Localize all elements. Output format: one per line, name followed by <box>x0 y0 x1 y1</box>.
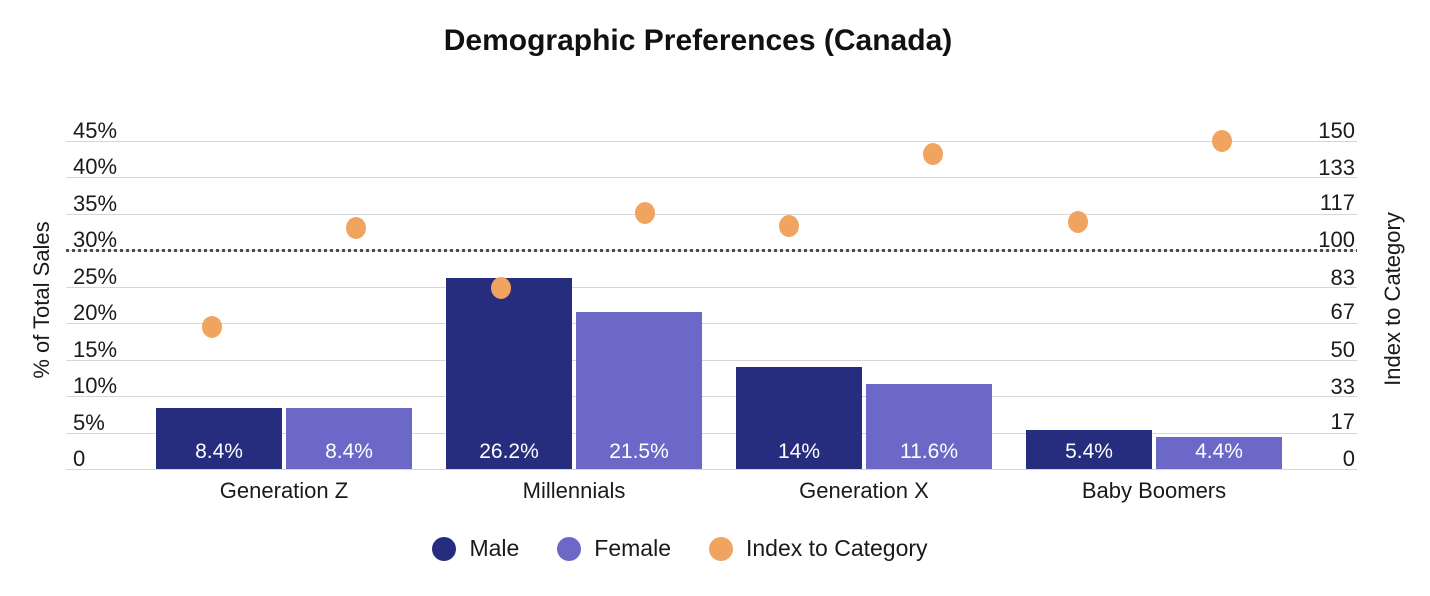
left-axis-tick-label: 35% <box>73 191 118 216</box>
left-axis-tick-label: 25% <box>73 264 118 289</box>
right-axis-tick-label: 133 <box>1318 155 1355 180</box>
legend-label: Index to Category <box>746 535 928 561</box>
right-axis-tick-label: 100 <box>1318 227 1355 252</box>
left-axis-tick-label: 0 <box>73 446 86 471</box>
category-label: Baby Boomers <box>1081 478 1227 503</box>
left-axis-tick-label: 20% <box>73 300 118 325</box>
legend-swatch-icon <box>432 536 457 561</box>
legend-swatch-icon <box>557 536 582 561</box>
left-axis-tick-label: 10% <box>73 373 118 398</box>
index-to-category-dot[interactable] <box>779 215 799 237</box>
bar-value-label: 26.2% <box>479 440 539 463</box>
gridline <box>66 469 1357 470</box>
right-axis-tick-label: 50 <box>1330 337 1355 362</box>
male-bar[interactable]: 8.4% <box>156 408 282 469</box>
male-bar[interactable]: 26.2% <box>446 278 572 469</box>
left-axis-tick-label: 30% <box>73 227 118 252</box>
legend-swatch-icon <box>709 536 733 561</box>
right-axis-tick-label: 117 <box>1319 190 1355 215</box>
male-bar[interactable]: 5.4% <box>1026 430 1152 469</box>
index-to-category-dot[interactable] <box>1212 130 1232 152</box>
index-to-category-dot[interactable] <box>1068 211 1088 233</box>
legend-label: Male <box>469 535 520 561</box>
legend-item[interactable]: Male <box>432 535 519 562</box>
female-bar[interactable]: 21.5% <box>576 312 702 469</box>
gridline <box>66 214 1357 215</box>
left-axis-tick-label: 40% <box>73 154 118 179</box>
female-bar[interactable]: 11.6% <box>866 384 992 469</box>
gridline <box>66 141 1357 142</box>
bar-value-label: 5.4% <box>1065 440 1113 463</box>
left-axis-tick-label: 5% <box>73 410 105 435</box>
category-label: Generation X <box>799 478 929 503</box>
right-axis-tick-label: 150 <box>1318 118 1355 143</box>
chart-title: Demographic Preferences (Canada) <box>443 24 953 57</box>
bar-value-label: 21.5% <box>609 440 669 463</box>
legend-item[interactable]: Female <box>557 535 671 562</box>
index-to-category-dot[interactable] <box>346 217 366 239</box>
left-axis-tick-label: 45% <box>73 118 118 143</box>
gridline <box>66 177 1357 178</box>
bar-value-label: 8.4% <box>325 440 373 463</box>
index-to-category-dot[interactable] <box>202 316 222 338</box>
category-label: Millennials <box>522 478 626 503</box>
index-to-category-dot[interactable] <box>923 143 943 165</box>
female-bar[interactable]: 4.4% <box>1156 437 1282 469</box>
left-axis-tick-label: 15% <box>73 337 118 362</box>
legend-item[interactable]: Index to Category <box>709 535 928 562</box>
gridline <box>66 433 1357 434</box>
gridline <box>66 360 1357 361</box>
bar-value-label: 4.4% <box>1195 440 1243 463</box>
right-axis-tick-label: 83 <box>1330 265 1355 290</box>
right-axis-tick-label: 0 <box>1342 446 1355 471</box>
gridline <box>66 287 1357 288</box>
category-label: Generation Z <box>219 478 349 503</box>
gridline <box>66 323 1357 324</box>
right-axis-tick-label: 17 <box>1330 409 1355 434</box>
male-bar[interactable]: 14% <box>736 367 862 469</box>
index-to-category-dot[interactable] <box>635 202 655 224</box>
left-axis-title: % of Total Sales <box>29 221 54 379</box>
index-to-category-dot[interactable] <box>491 277 511 299</box>
bar-value-label: 14% <box>777 440 821 463</box>
legend: Male Female Index to Category <box>0 535 1395 562</box>
female-bar[interactable]: 8.4% <box>286 408 412 469</box>
right-axis-title: Index to Category <box>1380 212 1405 386</box>
right-axis-tick-label: 67 <box>1330 299 1355 324</box>
right-axis-tick-label: 33 <box>1330 374 1355 399</box>
reference-line-100 <box>66 249 1357 252</box>
legend-label: Female <box>594 535 671 561</box>
bar-value-label: 11.6% <box>900 440 958 463</box>
bar-value-label: 8.4% <box>195 440 243 463</box>
gridline <box>66 396 1357 397</box>
